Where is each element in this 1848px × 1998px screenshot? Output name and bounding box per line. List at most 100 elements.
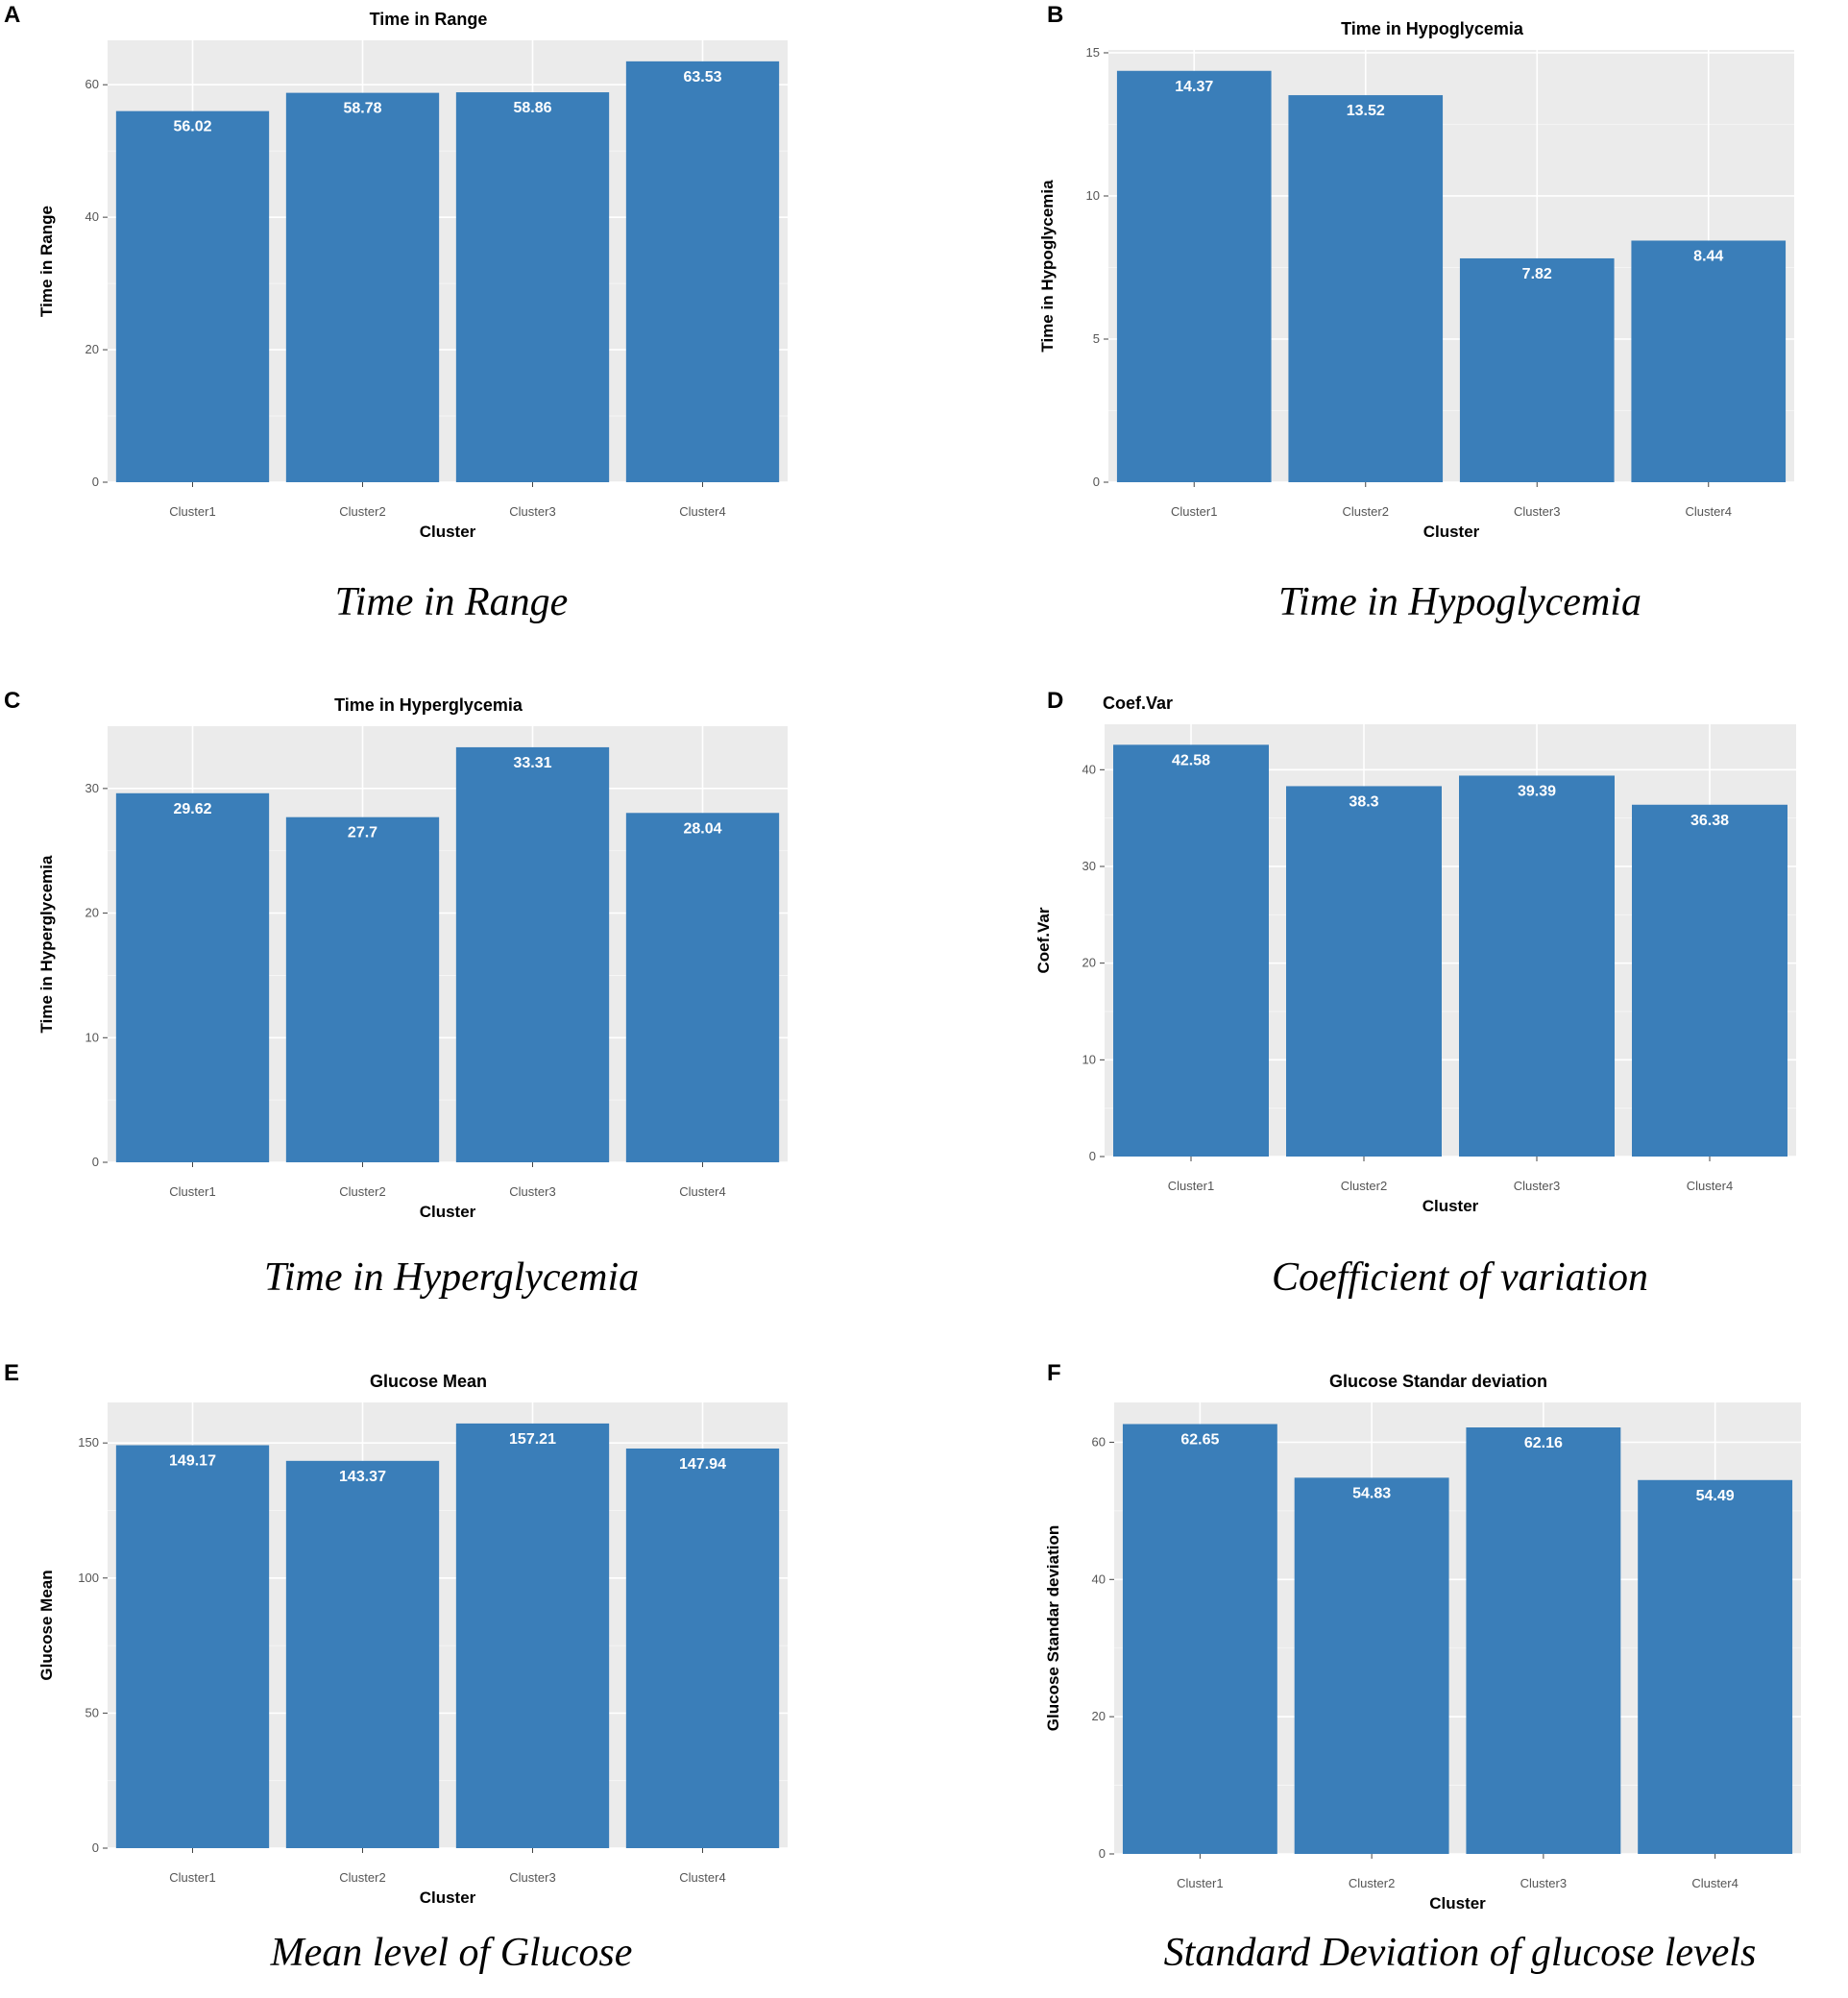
- x-tick-label: Cluster1: [169, 1184, 215, 1199]
- x-axis-title: Cluster: [420, 1888, 476, 1907]
- bar-value-label: 63.53: [683, 69, 721, 85]
- x-tick-label: Cluster3: [509, 504, 555, 519]
- bar-cluster4: [625, 61, 780, 483]
- bar-value-label: 27.7: [348, 825, 377, 841]
- x-tick-label: Cluster2: [1341, 1179, 1387, 1193]
- y-axis-title: Time in Range: [37, 206, 56, 317]
- x-tick-label: Cluster2: [339, 1870, 385, 1885]
- x-tick-label: Cluster1: [1177, 1876, 1223, 1890]
- x-tick-label: Cluster1: [1168, 1179, 1214, 1193]
- bar-value-label: 58.78: [343, 101, 381, 117]
- bar-cluster4: [1632, 804, 1787, 1157]
- bar-cluster1: [1122, 1424, 1277, 1854]
- bar-value-label: 62.16: [1524, 1435, 1563, 1451]
- x-tick-label: Cluster1: [169, 504, 215, 519]
- y-tick-label: 0: [1099, 1846, 1106, 1861]
- x-tick-label: Cluster3: [1520, 1876, 1567, 1890]
- chart-title: Coef.Var: [1103, 694, 1173, 713]
- bar-cluster3: [1466, 1427, 1621, 1854]
- chart-c: 0 10 20 30 29.62 27.7 33.31 28.04 Cluster1 Cluste…: [37, 695, 788, 1221]
- bar-cluster3: [455, 746, 610, 1162]
- bar-value-label: 58.86: [513, 100, 551, 116]
- panel-letter: F: [1047, 1360, 1061, 1386]
- bar-cluster3: [1459, 257, 1615, 482]
- x-axis-title: Cluster: [420, 523, 476, 541]
- y-tick-label: 20: [1082, 956, 1096, 970]
- panel-letter: C: [4, 688, 21, 714]
- bar-cluster4: [1638, 1479, 1793, 1854]
- bar-value-label: 42.58: [1172, 752, 1210, 768]
- y-tick-label: 15: [1086, 45, 1100, 60]
- panel-letter: D: [1047, 688, 1064, 714]
- bar-value-label: 147.94: [679, 1456, 726, 1473]
- caption-e: Mean level of Glucose: [270, 1931, 633, 1975]
- chart-d: 0 10 20 30 40 42.58 38.3 39.39 36.38 Cluster1 Clus…: [1034, 694, 1796, 1215]
- bar-value-label: 33.31: [513, 755, 551, 771]
- x-tick-label: Cluster2: [1349, 1876, 1395, 1890]
- y-tick-label: 10: [1082, 1052, 1096, 1066]
- y-tick-label: 40: [85, 209, 99, 224]
- bar-value-label: 29.62: [173, 801, 211, 817]
- y-tick-label: 10: [1086, 188, 1100, 203]
- y-tick-label: 100: [78, 1571, 99, 1585]
- bar-value-label: 28.04: [683, 820, 721, 837]
- y-tick-label: 0: [92, 475, 99, 489]
- y-tick-label: 5: [1093, 331, 1100, 346]
- y-tick-label: 60: [85, 77, 99, 91]
- chart-title: Time in Hypoglycemia: [1341, 19, 1524, 38]
- panel-e: E 0 50 100 150 149.17 143.37 157.21 147.94 Clust…: [0, 1356, 816, 1998]
- y-tick-label: 0: [1093, 475, 1100, 489]
- x-tick-label: Cluster3: [1514, 504, 1560, 519]
- bar-cluster4: [1631, 240, 1787, 482]
- x-tick-label: Cluster2: [339, 504, 385, 519]
- bar-cluster2: [1294, 1477, 1449, 1854]
- panel-b: B 0 5 10 15 14.37 13.52 7.82 8.44 Cluster1 Cluste…: [960, 0, 1825, 644]
- chart-title: Glucose Standar deviation: [1329, 1372, 1547, 1391]
- bar-value-label: 39.39: [1518, 783, 1556, 799]
- bar-value-label: 62.65: [1180, 1432, 1219, 1449]
- y-tick-label: 40: [1082, 762, 1096, 776]
- bar-value-label: 54.49: [1696, 1488, 1735, 1504]
- panel-d: D 0 10 20 30 40 42.58 38.3 39.39 36.38 Cluster1 Cl…: [960, 684, 1825, 1328]
- chart-title: Glucose Mean: [370, 1372, 487, 1391]
- bar-cluster3: [455, 1423, 610, 1848]
- y-tick-label: 0: [92, 1155, 99, 1169]
- bar-cluster4: [625, 1448, 780, 1848]
- y-tick-label: 0: [1089, 1149, 1096, 1163]
- x-tick-label: Cluster4: [1687, 1179, 1733, 1193]
- x-tick-label: Cluster1: [1171, 504, 1217, 519]
- caption-b: Time in Hypoglycemia: [1278, 580, 1641, 624]
- chart-f: 0 20 40 60 62.65 54.83 62.16 54.49 Cluster1 Clust…: [1044, 1372, 1801, 1913]
- panel-f: F 0 20 40 60 62.65 54.83 62.16 54.49 Cluster1 Clu…: [960, 1356, 1825, 1998]
- panel-letter: A: [4, 2, 21, 28]
- caption-c: Time in Hyperglycemia: [263, 1255, 640, 1300]
- x-axis-title: Cluster: [1422, 1197, 1479, 1215]
- bar-value-label: 36.38: [1690, 813, 1729, 829]
- bar-cluster2: [1288, 95, 1444, 482]
- x-tick-label: Cluster1: [169, 1870, 215, 1885]
- x-axis-title: Cluster: [1429, 1894, 1486, 1913]
- chart-e: 0 50 100 150 149.17 143.37 157.21 147.94 Cluster…: [37, 1372, 788, 1907]
- y-tick-label: 60: [1092, 1434, 1106, 1449]
- y-axis-title: Glucose Mean: [37, 1570, 56, 1680]
- panel-a: A 0 20 40 60 56.02 58.78 58.86 63.53 Cluster1 Clu…: [0, 0, 816, 644]
- bar-cluster1: [115, 792, 270, 1162]
- y-axis-title: Glucose Standar deviation: [1044, 1525, 1062, 1731]
- bar-value-label: 54.83: [1352, 1485, 1391, 1501]
- bar-value-label: 13.52: [1347, 103, 1385, 119]
- caption-d: Coefficient of variation: [1272, 1255, 1648, 1300]
- x-axis-title: Cluster: [420, 1203, 476, 1221]
- chart-b: 0 5 10 15 14.37 13.52 7.82 8.44 Cluster1 Cluster2…: [1038, 19, 1794, 541]
- y-tick-label: 20: [85, 342, 99, 356]
- panel-letter: B: [1047, 2, 1064, 28]
- bar-cluster3: [455, 92, 610, 482]
- caption-f: Standard Deviation of glucose levels: [1163, 1931, 1757, 1975]
- bar-value-label: 149.17: [169, 1453, 216, 1470]
- y-tick-label: 30: [1082, 859, 1096, 873]
- bar-value-label: 143.37: [339, 1469, 386, 1485]
- bar-cluster2: [285, 1460, 440, 1848]
- bar-value-label: 157.21: [509, 1431, 556, 1448]
- x-tick-label: Cluster2: [339, 1184, 385, 1199]
- y-axis-title: Time in Hypoglycemia: [1038, 180, 1057, 353]
- x-axis-title: Cluster: [1423, 523, 1480, 541]
